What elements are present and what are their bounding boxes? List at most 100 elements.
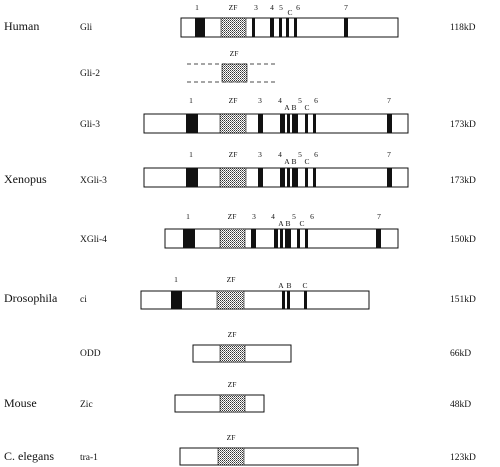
domain-label: 1 [186, 212, 190, 221]
domain-label: 3 [258, 96, 262, 105]
domain-label: 6 [310, 212, 314, 221]
domain-label: 1 [174, 275, 178, 284]
domain-block [387, 114, 392, 133]
domain-block [294, 18, 297, 37]
domain-label: B [291, 103, 296, 112]
domain-label: 7 [387, 150, 391, 159]
protein-size: 123kD [450, 453, 476, 463]
domain-block [305, 168, 308, 187]
species-label-mouse: Mouse [4, 396, 37, 410]
domain-block [258, 114, 263, 133]
domain-block [287, 114, 290, 133]
domain-label: ZF [228, 212, 237, 221]
domain-label: 4 [278, 96, 282, 105]
protein-backbone [174, 394, 265, 413]
domain-block [304, 291, 307, 309]
protein-backbone [143, 113, 409, 134]
domain-label: 4 [270, 3, 274, 12]
domain-label: 4 [278, 150, 282, 159]
domain-label: ZF [229, 96, 238, 105]
domain-label: A [278, 281, 284, 290]
domain-label: A [284, 157, 290, 166]
domain-block [186, 168, 198, 187]
domain-block [274, 229, 278, 248]
domain-block [376, 229, 381, 248]
domain-block [280, 229, 283, 248]
protein-name: Gli [80, 23, 93, 33]
domain-block [313, 114, 316, 133]
zinc-finger-domain [219, 394, 246, 413]
domain-label: ZF [227, 275, 236, 284]
domain-block [292, 114, 298, 133]
domain-label: 7 [344, 3, 348, 12]
domain-block [387, 168, 392, 187]
domain-label: ZF [228, 330, 237, 339]
protein-name: ci [80, 295, 87, 305]
domain-label: 7 [387, 96, 391, 105]
domain-label: B [285, 219, 290, 228]
domain-label: 5 [292, 212, 296, 221]
protein-name: ODD [80, 349, 101, 359]
species-label-drosophila: Drosophila [4, 291, 58, 305]
domain-label: ZF [230, 49, 239, 58]
domain-label: 5 [298, 150, 302, 159]
protein-row-zic: Zic 48kD ZF [80, 380, 471, 413]
protein-name: tra-1 [80, 453, 98, 463]
domain-label: C [299, 219, 304, 228]
protein-row-gli-3: Gli-3 173kD 1 ZF 3 4 A B 5 C 6 7 [80, 96, 476, 134]
domain-block [313, 168, 316, 187]
domain-label: 6 [296, 3, 300, 12]
zinc-finger-domain [221, 63, 248, 83]
zinc-finger-domain [219, 113, 247, 134]
domain-block [270, 18, 274, 37]
domain-label: 1 [189, 150, 193, 159]
domain-label: C [304, 157, 309, 166]
domain-block [344, 18, 348, 37]
domain-label: 3 [258, 150, 262, 159]
domain-block [171, 291, 182, 309]
zinc-finger-domain [219, 228, 246, 249]
domain-block [280, 114, 285, 133]
zinc-finger-domain [217, 447, 245, 466]
domain-label: 3 [252, 212, 256, 221]
domain-block [282, 291, 285, 309]
domain-label: ZF [227, 433, 236, 442]
protein-name: Gli-2 [80, 69, 100, 79]
domain-label: ZF [229, 3, 238, 12]
domain-block [186, 114, 198, 133]
domain-label: ZF [228, 380, 237, 389]
domain-block [252, 18, 255, 37]
domain-block [195, 18, 205, 37]
domain-block [285, 229, 291, 248]
protein-row-tra-1: tra-1 123kD ZF [80, 433, 476, 466]
protein-backbone [143, 167, 409, 188]
domain-label: 5 [279, 3, 283, 12]
zinc-finger-domain [216, 290, 245, 310]
protein-name: XGli-3 [80, 176, 107, 186]
domain-block [280, 168, 285, 187]
domain-label: B [286, 281, 291, 290]
protein-backbone [180, 17, 399, 38]
domain-block [297, 229, 300, 248]
protein-name: Gli-3 [80, 120, 100, 130]
domain-block [305, 114, 308, 133]
domain-block [258, 168, 263, 187]
domain-label: 6 [314, 150, 318, 159]
protein-size: 173kD [450, 176, 476, 186]
domain-label: C [287, 8, 292, 17]
species-label-c-elegans: C. elegans [4, 449, 54, 463]
protein-row-ci: ci 151kD 1 ZF A B C [80, 275, 476, 310]
protein-row-odd: ODD 66kD ZF [80, 330, 471, 363]
protein-name: Zic [80, 400, 93, 410]
domain-block [183, 229, 195, 248]
domain-label: B [291, 157, 296, 166]
domain-label: 1 [189, 96, 193, 105]
domain-label: A [284, 103, 290, 112]
protein-backbone [179, 447, 359, 466]
protein-row-xgli-3: XGli-3 173kD 1 ZF 3 4 A B 5 C 6 7 [80, 150, 476, 188]
domain-label: 5 [298, 96, 302, 105]
species-label-human: Human [4, 19, 39, 33]
domain-block [292, 168, 298, 187]
protein-name: XGli-4 [80, 235, 107, 245]
